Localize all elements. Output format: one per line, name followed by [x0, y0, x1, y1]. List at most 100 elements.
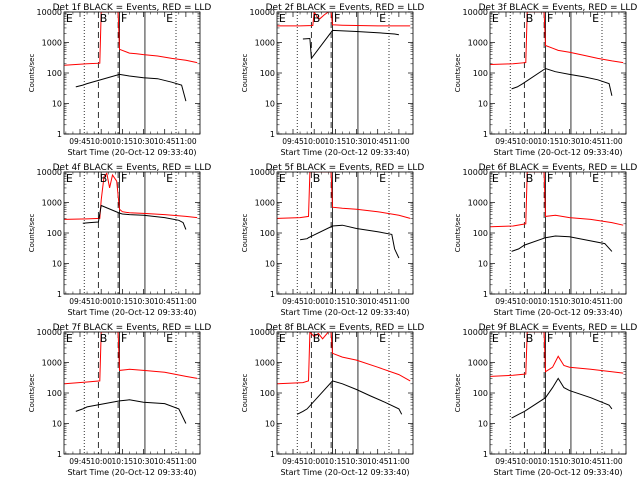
x-tick-label: 10:15	[325, 137, 347, 146]
x-tick-label: 10:45	[367, 457, 389, 466]
chart-title: Det 6f BLACK = Events, RED = LLD	[479, 163, 638, 173]
x-tick-label: 10:15	[325, 297, 347, 306]
x-tick-label: 10:15	[112, 297, 134, 306]
y-tick-label: 1000	[468, 359, 488, 368]
events-series-line	[511, 235, 613, 252]
x-tick-label: 11:00	[175, 137, 197, 146]
y-tick-label: 1	[483, 290, 488, 299]
plot-frame	[63, 171, 201, 295]
events-series-line	[511, 377, 613, 419]
chart-title: Det 5f BLACK = Events, RED = LLD	[266, 163, 425, 173]
region-label: E	[66, 332, 73, 345]
y-tick-label: 10	[52, 260, 62, 269]
plot-frame	[63, 331, 201, 455]
x-tick-label: 10:30	[133, 297, 155, 306]
x-tick-label: 09:45	[282, 457, 304, 466]
x-tick-label: 10:45	[580, 297, 602, 306]
lld-series-line	[277, 172, 411, 219]
y-tick-label: 10	[265, 420, 275, 429]
y-tick-label: 1	[483, 450, 488, 459]
x-tick-label: 11:00	[601, 297, 623, 306]
region-label: F	[121, 12, 127, 25]
x-tick-label: 10:30	[346, 457, 368, 466]
y-tick-label: 1000	[255, 39, 275, 48]
region-label: E	[492, 332, 499, 345]
x-tick-label: 10:15	[112, 137, 134, 146]
y-axis-label: Counts/sec	[28, 214, 36, 253]
region-label: E	[166, 12, 173, 25]
x-tick-label: 10:15	[538, 137, 560, 146]
x-tick-label: 10:45	[154, 457, 176, 466]
region-label: F	[334, 332, 340, 345]
region-label: B	[100, 172, 108, 185]
plot-frame	[276, 11, 414, 135]
x-tick-label: 09:45	[69, 457, 91, 466]
region-label: E	[379, 12, 386, 25]
x-tick-label: 10:15	[538, 297, 560, 306]
region-label: E	[66, 12, 73, 25]
y-tick-label: 10000	[250, 168, 275, 177]
x-axis-label: Start Time (20-Oct-12 09:33:40)	[67, 148, 196, 157]
y-tick-label: 1	[57, 130, 62, 139]
x-tick-label: 10:30	[559, 137, 581, 146]
y-tick-label: 10	[265, 100, 275, 109]
x-tick-label: 10:30	[559, 297, 581, 306]
region-label: E	[492, 172, 499, 185]
x-tick-label: 10:00	[303, 137, 325, 146]
y-tick-label: 100	[47, 389, 62, 398]
region-label: F	[547, 172, 553, 185]
y-tick-label: 1000	[468, 39, 488, 48]
region-label: E	[592, 12, 599, 25]
x-axis-label: Start Time (20-Oct-12 09:33:40)	[493, 148, 622, 157]
x-tick-label: 11:00	[601, 137, 623, 146]
y-axis-label: Counts/sec	[28, 54, 36, 93]
y-tick-label: 1	[270, 130, 275, 139]
y-tick-label: 1	[483, 130, 488, 139]
x-tick-label: 09:45	[69, 297, 91, 306]
region-label: E	[166, 172, 173, 185]
x-tick-label: 10:15	[538, 457, 560, 466]
x-tick-label: 11:00	[388, 457, 410, 466]
region-label: B	[100, 12, 108, 25]
y-axis-label: Counts/sec	[241, 214, 249, 253]
x-tick-label: 10:15	[325, 457, 347, 466]
y-tick-label: 10000	[37, 8, 62, 17]
x-tick-label: 11:00	[175, 297, 197, 306]
x-tick-label: 10:30	[559, 457, 581, 466]
chart-title: Det 9f BLACK = Events, RED = LLD	[479, 323, 638, 333]
y-tick-label: 10	[478, 100, 488, 109]
x-tick-label: 10:45	[367, 297, 389, 306]
region-label: F	[334, 172, 340, 185]
plot-frame	[276, 331, 414, 455]
y-tick-label: 1000	[42, 199, 62, 208]
region-label: F	[121, 172, 127, 185]
x-axis-label: Start Time (20-Oct-12 09:33:40)	[67, 308, 196, 317]
y-tick-label: 1	[57, 290, 62, 299]
x-tick-label: 10:00	[90, 457, 112, 466]
y-tick-label: 1000	[42, 39, 62, 48]
x-tick-label: 10:00	[303, 297, 325, 306]
y-axis-label: Counts/sec	[454, 374, 462, 413]
chart-panel: Det 6f BLACK = Events, RED = LLD Counts/s…	[454, 163, 637, 317]
y-tick-label: 100	[473, 229, 488, 238]
region-label: E	[166, 332, 173, 345]
region-label: E	[592, 172, 599, 185]
y-tick-label: 1	[270, 450, 275, 459]
chart-title: Det 8f BLACK = Events, RED = LLD	[266, 323, 425, 333]
region-label: B	[313, 12, 321, 25]
x-tick-label: 10:45	[154, 137, 176, 146]
lld-series-line	[490, 332, 624, 377]
events-series-line	[300, 224, 400, 259]
events-series-line	[296, 380, 403, 415]
x-axis-label: Start Time (20-Oct-12 09:33:40)	[280, 468, 409, 477]
x-tick-label: 11:00	[388, 297, 410, 306]
y-tick-label: 100	[47, 229, 62, 238]
y-tick-label: 10	[52, 100, 62, 109]
y-tick-label: 10000	[250, 328, 275, 337]
plot-frame	[489, 11, 627, 135]
chart-panel: Det 7f BLACK = Events, RED = LLD Counts/s…	[28, 323, 211, 477]
region-label: F	[547, 332, 553, 345]
y-tick-label: 10	[478, 420, 488, 429]
chart-panel: Det 4f BLACK = Events, RED = LLD Counts/s…	[28, 163, 211, 317]
x-tick-label: 10:00	[90, 137, 112, 146]
